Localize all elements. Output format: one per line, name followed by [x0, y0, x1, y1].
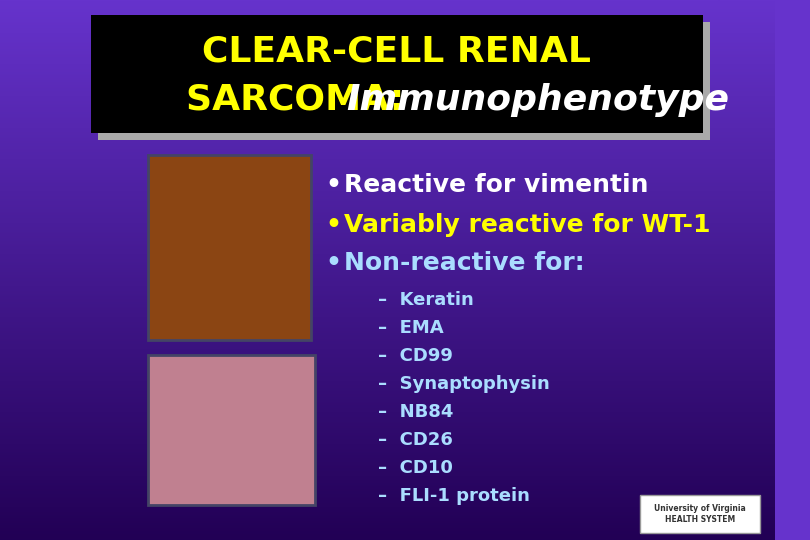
Text: Non-reactive for:: Non-reactive for:	[344, 251, 585, 275]
Text: –  FLI-1 protein: – FLI-1 protein	[377, 487, 530, 505]
FancyBboxPatch shape	[91, 15, 702, 133]
Text: Reactive for vimentin: Reactive for vimentin	[344, 173, 649, 197]
Text: •: •	[325, 251, 341, 275]
Text: Immunophenotype: Immunophenotype	[346, 83, 729, 117]
Text: –  Keratin: – Keratin	[377, 291, 473, 309]
Text: CLEAR-CELL RENAL: CLEAR-CELL RENAL	[202, 35, 591, 69]
Text: SARCOMA:: SARCOMA:	[186, 83, 417, 117]
Text: University of Virginia
HEALTH SYSTEM: University of Virginia HEALTH SYSTEM	[654, 504, 745, 524]
Text: –  Synaptophysin: – Synaptophysin	[377, 375, 549, 393]
Text: –  EMA: – EMA	[377, 319, 443, 337]
Text: •: •	[325, 173, 341, 197]
FancyBboxPatch shape	[641, 495, 760, 533]
FancyBboxPatch shape	[148, 355, 315, 505]
Text: –  CD10: – CD10	[377, 459, 453, 477]
Text: Variably reactive for WT-1: Variably reactive for WT-1	[344, 213, 710, 237]
FancyBboxPatch shape	[99, 22, 710, 140]
Text: –  CD26: – CD26	[377, 431, 453, 449]
Text: –  CD99: – CD99	[377, 347, 453, 365]
Text: •: •	[325, 213, 341, 237]
Text: –  NB84: – NB84	[377, 403, 453, 421]
FancyBboxPatch shape	[148, 155, 311, 340]
